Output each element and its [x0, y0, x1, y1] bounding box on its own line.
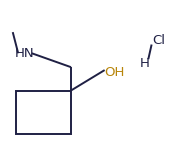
- Text: Cl: Cl: [152, 34, 165, 47]
- Text: OH: OH: [105, 66, 125, 79]
- Text: HN: HN: [15, 47, 34, 60]
- Text: H: H: [140, 57, 150, 70]
- Bar: [16, 91, 71, 134]
